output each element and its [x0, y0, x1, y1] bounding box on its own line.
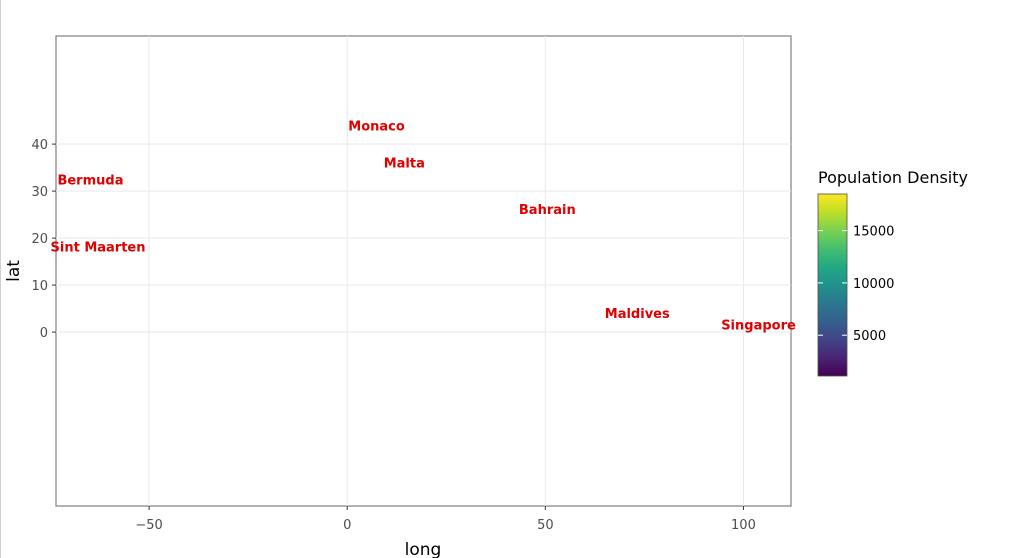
- y-axis-title: lat: [4, 260, 24, 282]
- y-tick-label: 40: [31, 138, 48, 153]
- y-tick-label: 0: [40, 326, 48, 341]
- x-tick-label: 0: [343, 518, 351, 533]
- point-label-malta: Malta: [384, 156, 425, 171]
- point-label-monaco: Monaco: [348, 120, 405, 135]
- x-tick-label: −50: [135, 518, 162, 533]
- grid-lines: [56, 36, 791, 506]
- x-tick-label: 50: [537, 518, 554, 533]
- point-labels: Monaco Malta Bermuda Bahrain Sint Maarten Mal…: [51, 120, 796, 334]
- colorbar: [817, 193, 848, 377]
- legend-title: Population Density: [818, 168, 968, 187]
- point-label-bermuda: Bermuda: [57, 173, 123, 188]
- legend-tick-label: 10000: [853, 277, 894, 292]
- y-tick-label: 10: [31, 279, 48, 294]
- colorbar-legend: Population Density 5000 10000 15000: [817, 168, 968, 377]
- y-tick-label: 20: [31, 232, 48, 247]
- left-border: [0, 0, 1, 558]
- x-tick-label: 100: [731, 518, 756, 533]
- point-label-maldives: Maldives: [605, 307, 670, 322]
- legend-tick-label: 5000: [853, 329, 886, 344]
- point-label-sint-maarten: Sint Maarten: [51, 241, 146, 256]
- axes: −50 0 50 100 0 10 20 30 40: [31, 138, 755, 533]
- point-label-singapore: Singapore: [721, 319, 796, 334]
- legend-tick-label: 15000: [853, 225, 894, 240]
- x-axis-title: long: [405, 540, 442, 558]
- plot-panel: [55, 35, 792, 507]
- y-tick-label: 30: [31, 185, 48, 200]
- legend-ticks: 5000 10000 15000: [818, 225, 894, 344]
- point-label-bahrain: Bahrain: [519, 203, 576, 218]
